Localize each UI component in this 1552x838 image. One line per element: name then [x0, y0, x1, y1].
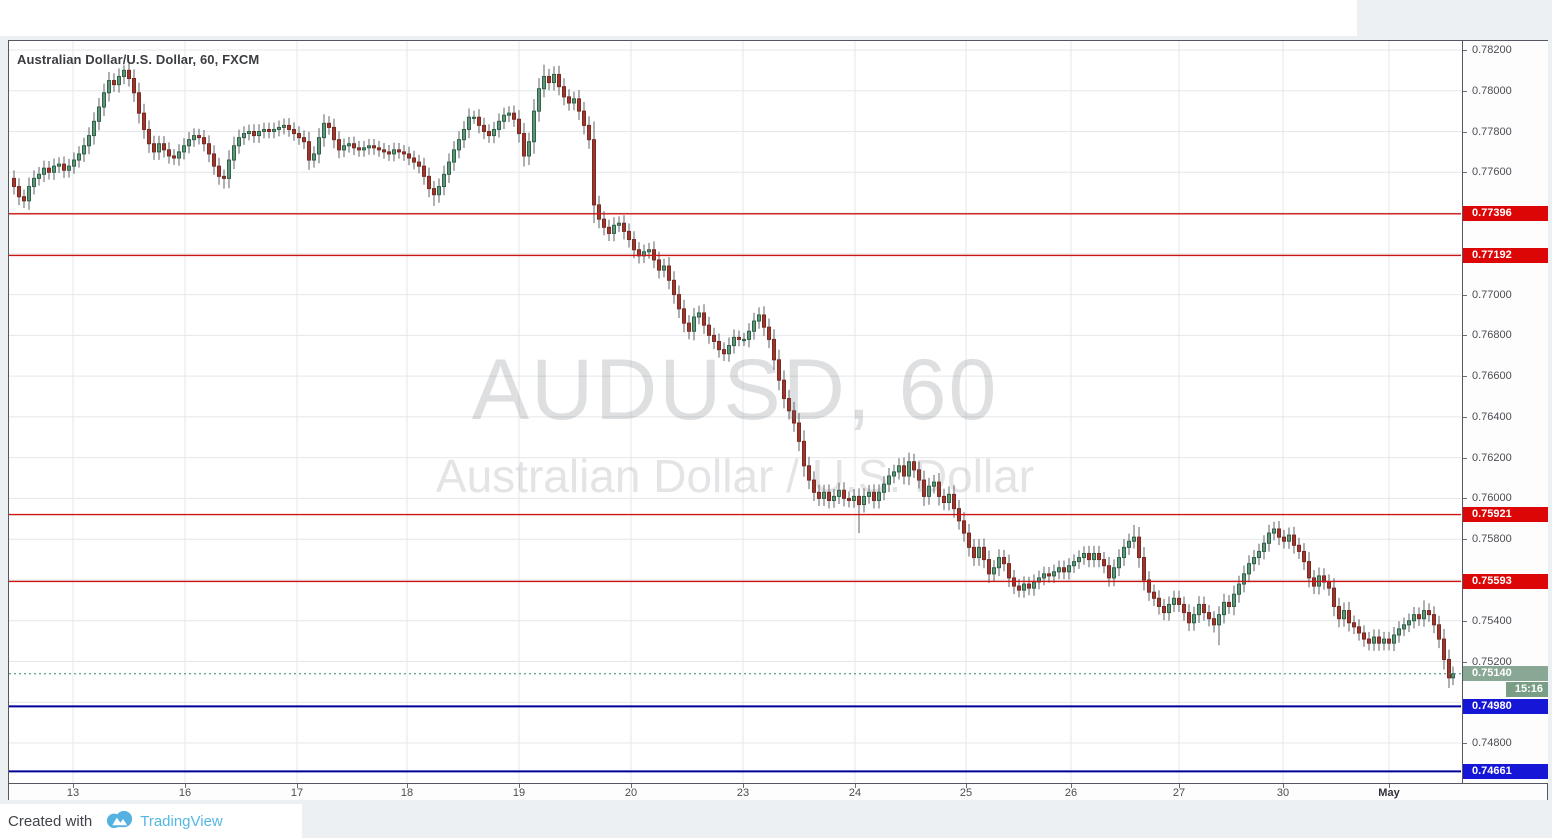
time-tick-label: 27 — [1172, 787, 1186, 799]
time-tick — [855, 784, 856, 788]
price-axis[interactable]: 0.78200 0.78000 0.77800 0.77600 0.77000 0.768… — [1462, 41, 1548, 783]
time-tick — [1179, 784, 1180, 788]
price-tick-label: 0.77000 — [1472, 289, 1512, 301]
level-lines — [9, 213, 1461, 773]
time-tick-label: 20 — [624, 787, 638, 799]
price-tick — [1463, 743, 1467, 744]
time-tick — [297, 784, 298, 788]
price-tick-label: 0.76200 — [1472, 452, 1512, 464]
price-tick-label: 0.76800 — [1472, 329, 1512, 341]
price-tick-label: 0.77600 — [1472, 166, 1512, 178]
time-tick — [1389, 784, 1390, 788]
attribution-bar: Created with TradingView — [0, 804, 302, 838]
candles — [12, 62, 1455, 689]
time-tick — [631, 784, 632, 788]
time-tick — [1283, 784, 1284, 788]
price-level-badge: 0.75593 — [1463, 574, 1548, 589]
price-level-badge: 0.77192 — [1463, 248, 1548, 263]
price-level-badge: 0.75921 — [1463, 507, 1548, 522]
time-tick — [743, 784, 744, 788]
time-tick-label: 30 — [1276, 787, 1290, 799]
time-tick-label: 25 — [959, 787, 973, 799]
time-tick — [1071, 784, 1072, 788]
time-tick-label: 26 — [1064, 787, 1078, 799]
time-axis[interactable]: 13 16 17 18 19 20 23 24 25 26 27 30 May — [9, 783, 1547, 800]
price-tick-label: 0.78000 — [1472, 85, 1512, 97]
price-tick-label: 0.76600 — [1472, 370, 1512, 382]
tradingview-link[interactable]: TradingView — [140, 812, 223, 830]
price-tick — [1463, 376, 1467, 377]
price-level-badge: 0.74661 — [1463, 764, 1548, 779]
price-tick-label: 0.75200 — [1472, 656, 1512, 668]
candlestick-plot[interactable] — [9, 41, 1461, 783]
bar-countdown-badge: 15:16 — [1506, 682, 1548, 697]
plot-area: Australian Dollar/U.S. Dollar, 60, FXCM … — [9, 41, 1461, 783]
time-tick — [519, 784, 520, 788]
price-tick — [1463, 50, 1467, 51]
time-tick-label: 16 — [178, 787, 192, 799]
time-tick — [73, 784, 74, 788]
chart-legend: Australian Dollar/U.S. Dollar, 60, FXCM — [17, 52, 260, 67]
price-tick — [1463, 417, 1467, 418]
current-price-badge: 0.75140 — [1463, 666, 1548, 681]
time-tick — [185, 784, 186, 788]
price-tick-label: 0.75400 — [1472, 615, 1512, 627]
time-tick-label: 17 — [290, 787, 304, 799]
tradingview-logo-icon[interactable] — [106, 810, 133, 833]
price-tick — [1463, 458, 1467, 459]
time-tick-label: 24 — [848, 787, 862, 799]
price-tick-label: 0.77800 — [1472, 126, 1512, 138]
chart-panel: Australian Dollar/U.S. Dollar, 60, FXCM … — [8, 40, 1548, 800]
price-tick-label: 0.76400 — [1472, 411, 1512, 423]
price-tick — [1463, 498, 1467, 499]
price-level-badge: 0.74980 — [1463, 699, 1548, 714]
time-tick — [966, 784, 967, 788]
price-tick — [1463, 132, 1467, 133]
price-tick — [1463, 91, 1467, 92]
price-tick — [1463, 539, 1467, 540]
time-tick-label: 19 — [512, 787, 526, 799]
price-tick-label: 0.76000 — [1472, 492, 1512, 504]
price-tick — [1463, 172, 1467, 173]
created-with-label: Created with — [8, 812, 93, 830]
price-level-badge: 0.77396 — [1463, 206, 1548, 221]
price-tick — [1463, 662, 1467, 663]
time-tick-label: May — [1378, 787, 1400, 799]
price-tick — [1463, 295, 1467, 296]
top-toolbar-area — [0, 0, 1357, 36]
price-tick — [1463, 335, 1467, 336]
price-tick-label: 0.74800 — [1472, 737, 1512, 749]
price-tick-label: 0.78200 — [1472, 44, 1512, 56]
time-tick-label: 18 — [400, 787, 414, 799]
price-tick-label: 0.75800 — [1472, 533, 1512, 545]
gridlines — [9, 41, 1461, 783]
time-tick — [407, 784, 408, 788]
time-tick-label: 13 — [66, 787, 80, 799]
time-tick-label: 23 — [736, 787, 750, 799]
price-tick — [1463, 621, 1467, 622]
